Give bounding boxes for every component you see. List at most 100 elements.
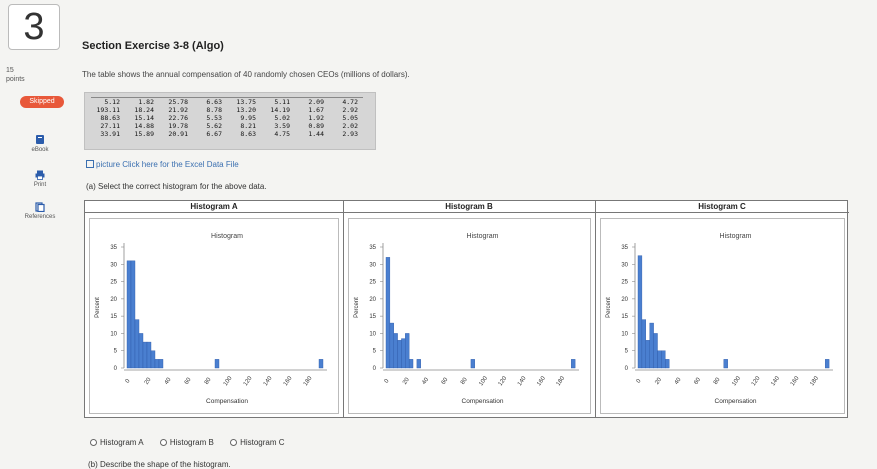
histogram-bar <box>571 359 576 369</box>
chart-frame <box>89 218 339 414</box>
histogram-bar <box>397 340 402 369</box>
y-tick-label: 5 <box>114 349 118 355</box>
y-tick-label: 35 <box>621 245 628 251</box>
excel-data-link[interactable]: picture Click here for the Excel Data Fi… <box>86 160 239 169</box>
x-tick-label: 60 <box>184 376 193 385</box>
table-cell: 5.05 <box>342 114 358 122</box>
option-histogram-c[interactable]: Histogram C <box>230 438 285 447</box>
ebook-label: eBook <box>31 147 49 153</box>
histogram-c-chart: Histogram 0 5 10 15 20 25 30 35 0 20 40 60 80 100 120 14… <box>606 233 833 405</box>
x-tick-label: 180 <box>809 375 820 387</box>
histogram-bar <box>214 359 220 369</box>
y-tick-label: 30 <box>369 262 376 268</box>
chart-title: Histogram <box>720 233 752 240</box>
y-tick-label: 25 <box>110 280 117 286</box>
option-label: Histogram B <box>169 438 214 447</box>
table-cell: 88.63 <box>100 114 120 122</box>
x-tick-label: 180 <box>303 375 314 387</box>
histogram-bar <box>649 322 654 369</box>
histogram-bar <box>641 319 647 369</box>
table-cell: 4.75 <box>274 130 290 138</box>
table-cell: 22.76 <box>168 114 188 122</box>
picture-icon <box>86 160 94 168</box>
histogram-bar <box>126 260 132 369</box>
x-tick-label: 100 <box>731 375 742 387</box>
histogram-bar <box>401 338 406 369</box>
x-tick-label: 80 <box>460 376 469 385</box>
histogram-bar <box>150 350 156 369</box>
y-tick-label: 10 <box>621 331 628 337</box>
radio-button[interactable] <box>230 439 238 446</box>
x-tick-label: 120 <box>498 375 509 387</box>
excel-link-text[interactable]: picture Click here for the Excel Data Fi… <box>96 160 239 169</box>
histogram-a-header: Histogram A <box>85 201 343 213</box>
histogram-bar <box>154 359 160 369</box>
option-label: Histogram C <box>240 438 285 447</box>
y-tick-label: 15 <box>621 314 628 320</box>
histogram-bar <box>645 340 650 369</box>
table-cell: 19.78 <box>168 122 188 130</box>
question-number: 3 <box>8 4 60 50</box>
x-axis-label: Compensation <box>206 398 248 405</box>
histogram-bar <box>318 359 324 369</box>
x-tick-label: 160 <box>283 375 294 387</box>
option-histogram-b[interactable]: Histogram B <box>159 438 214 447</box>
y-tick-label: 15 <box>110 314 117 320</box>
y-tick-label: 0 <box>373 366 377 372</box>
column-divider <box>595 201 596 417</box>
radio-button[interactable] <box>159 439 167 446</box>
histogram-bar <box>416 359 421 369</box>
histogram-a-chart: Histogram 0 5 10 15 20 25 30 35 0 20 40 60 80 100 120 14… <box>95 233 327 405</box>
histogram-bar <box>146 341 152 369</box>
histogram-bar <box>385 257 391 369</box>
histogram-a-panel: Histogram 0 5 10 15 20 25 30 35 0 20 40 60 80 100 120 14… <box>85 214 343 417</box>
histogram-bar <box>405 333 410 369</box>
table-row: 88.63 15.14 22.76 5.53 9.95 5.02 1.92 5.05 <box>91 114 363 122</box>
table-cell: 3.59 <box>274 122 290 130</box>
y-tick-label: 5 <box>373 349 377 355</box>
table-cell: 2.02 <box>342 122 358 130</box>
x-tick-label: 80 <box>713 376 722 385</box>
y-tick-label: 0 <box>625 366 629 372</box>
print-label: Print <box>33 182 47 188</box>
y-axis-label: Percent <box>354 297 360 318</box>
points-value: 15 <box>6 67 14 74</box>
ebook-button[interactable]: eBook <box>10 134 70 153</box>
table-cell: 5.11 <box>261 97 295 106</box>
x-tick-label: 20 <box>144 376 153 385</box>
histogram-b-header: Histogram B <box>343 201 595 213</box>
histogram-bar <box>665 359 670 369</box>
y-tick-label: 35 <box>110 245 117 251</box>
table-cell: 20.91 <box>168 130 188 138</box>
answer-options: Histogram A Histogram B Histogram C <box>90 438 299 447</box>
points-info: 15 points <box>6 66 25 84</box>
y-tick-label: 5 <box>625 349 629 355</box>
table-cell: 1.92 <box>308 114 324 122</box>
y-tick-label: 20 <box>110 297 117 303</box>
y-tick-label: 15 <box>369 314 376 320</box>
status-badge: Skipped <box>20 96 64 108</box>
table-cell: 2.93 <box>342 130 358 138</box>
histogram-bar <box>470 359 475 369</box>
histogram-bar <box>661 350 666 369</box>
histogram-bar <box>408 359 414 369</box>
table-cell: 15.14 <box>134 114 154 122</box>
x-tick-label: 100 <box>478 375 489 387</box>
chart-frame <box>600 218 845 414</box>
part-a-question: (a) Select the correct histogram for the… <box>86 182 267 191</box>
y-axis-label: Percent <box>95 297 101 318</box>
histogram-bar <box>138 333 144 369</box>
references-button[interactable]: References <box>10 202 70 220</box>
table-cell: 1.82 <box>125 97 159 106</box>
x-tick-label: 80 <box>204 376 213 385</box>
radio-button[interactable] <box>90 439 97 446</box>
y-tick-label: 30 <box>621 262 628 268</box>
histogram-bar <box>723 359 728 369</box>
table-cell: 1.44 <box>308 130 324 138</box>
table-cell: 2.92 <box>342 106 358 114</box>
histogram-bar <box>393 333 398 369</box>
option-histogram-a[interactable]: Histogram A <box>90 438 144 447</box>
chart-frame <box>348 218 591 414</box>
y-tick-label: 10 <box>369 331 376 337</box>
print-button[interactable]: Print <box>10 170 70 188</box>
